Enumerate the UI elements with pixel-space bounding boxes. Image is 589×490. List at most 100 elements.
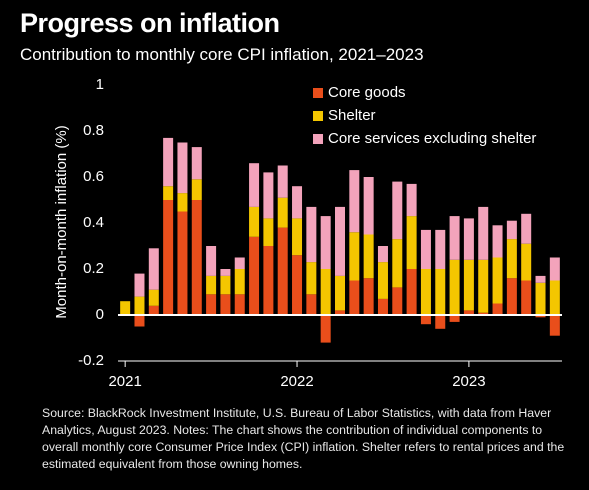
bar-segment: [349, 232, 360, 281]
bar-segment: [406, 216, 417, 269]
bar-segment: [521, 243, 532, 281]
bar-segment: [120, 301, 131, 315]
bar-segment: [478, 312, 489, 315]
bar-segment: [320, 216, 331, 269]
bar-segment: [163, 200, 174, 315]
bar-segment: [420, 315, 431, 325]
bar-segment: [521, 213, 532, 244]
bar-segment: [249, 206, 260, 237]
bar-segment: [521, 280, 532, 315]
bar-segment: [549, 315, 560, 336]
bar-segment: [335, 206, 345, 276]
bar-segment: [506, 239, 517, 279]
bar-segment: [349, 170, 360, 233]
bar-segment: [263, 246, 274, 315]
bar-segment: [320, 269, 331, 315]
y-tick-label: 0.6: [83, 168, 104, 185]
bar-segment: [363, 234, 374, 279]
bar-segment: [277, 165, 288, 198]
bar-segment: [206, 294, 217, 315]
source-note: Source: BlackRock Investment Institute, …: [42, 406, 565, 471]
bar-segment: [435, 269, 446, 315]
bar-segment: [492, 225, 503, 258]
chart: Month-on-month inflation (%) -0.2 0 0.2 0.4…: [53, 76, 562, 390]
bar-segment: [191, 200, 202, 315]
bar-segment: [392, 287, 403, 315]
bar-segment: [335, 310, 345, 315]
bar-segment: [406, 183, 417, 217]
bar-segment: [163, 137, 174, 187]
bar-segment: [220, 269, 231, 276]
bar-segment: [478, 206, 489, 260]
bar-segment: [377, 262, 388, 299]
bar-segment: [463, 218, 474, 260]
bar-segment: [234, 257, 245, 269]
bar-segment: [134, 315, 145, 327]
y-tick-label: 1: [96, 76, 104, 93]
bar-segment: [292, 218, 303, 256]
bar-segment: [435, 229, 446, 269]
bar-segment: [277, 197, 288, 228]
bar-segment: [549, 280, 560, 315]
chart-subtitle: Contribution to monthly core CPI inflati…: [20, 45, 424, 64]
bar-segment: [506, 278, 517, 315]
bar-segment: [535, 315, 546, 318]
bar-segment: [191, 147, 202, 180]
bar-segment: [535, 275, 546, 283]
y-tick-label: -0.2: [78, 352, 104, 369]
x-tick-label: 2023: [452, 373, 485, 390]
bar-segment: [492, 257, 503, 304]
legend-label: Shelter: [328, 107, 376, 124]
bar-segment: [506, 220, 517, 240]
bar-segment: [277, 227, 288, 315]
bar-segment: [377, 298, 388, 315]
y-tick-label: 0.2: [83, 260, 104, 277]
bar-segment: [263, 172, 274, 219]
bar-segment: [420, 269, 431, 315]
bar-segment: [349, 280, 360, 315]
bar-segment: [177, 211, 188, 315]
bar-segment: [392, 181, 403, 240]
bar-segment: [449, 259, 460, 315]
bar-segment: [134, 296, 145, 315]
bar-segment: [320, 315, 331, 343]
legend-swatch: [313, 88, 323, 98]
bar-segment: [435, 315, 446, 329]
bar-segment: [220, 275, 231, 295]
bar-segment: [206, 246, 217, 276]
bar-segment: [292, 186, 303, 219]
bar-segment: [177, 142, 188, 194]
bar-segment: [148, 248, 159, 290]
bar-segment: [406, 269, 417, 315]
bar-segment: [163, 186, 174, 200]
bar-segment: [234, 269, 245, 295]
bar-segment: [535, 282, 546, 315]
bar-segment: [420, 229, 431, 269]
bar-segment: [449, 216, 460, 260]
bar-segment: [335, 275, 345, 311]
x-tick-label: 2022: [280, 373, 313, 390]
chart-title: Progress on inflation: [20, 8, 280, 38]
legend-label: Core services excluding shelter: [328, 130, 536, 147]
bar-segment: [549, 257, 560, 281]
bar-segment: [449, 315, 460, 322]
legend-swatch: [313, 111, 323, 121]
x-tick-label: 2021: [108, 373, 141, 390]
bar-segment: [148, 305, 159, 315]
y-axis-label: Month-on-month inflation (%): [53, 125, 70, 318]
bar-segment: [263, 218, 274, 246]
y-tick-label: 0.4: [83, 214, 104, 231]
y-tick-label: 0.8: [83, 122, 104, 139]
bar-segment: [148, 289, 159, 306]
bar-segment: [191, 179, 202, 200]
bar-segment: [249, 236, 260, 315]
bar-segment: [177, 193, 188, 212]
bar-segment: [392, 239, 403, 288]
bar-segment: [292, 255, 303, 315]
legend-label: Core goods: [328, 84, 406, 101]
bar-segment: [220, 294, 231, 315]
bar-segment: [463, 310, 474, 315]
y-tick-label: 0: [96, 306, 104, 323]
bar-segment: [249, 163, 260, 207]
bar-segment: [306, 206, 317, 263]
